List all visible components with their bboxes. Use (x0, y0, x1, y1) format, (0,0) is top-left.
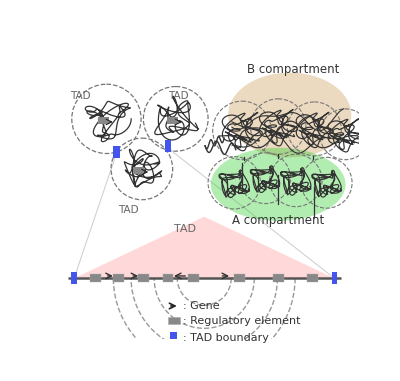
FancyBboxPatch shape (138, 274, 149, 282)
FancyBboxPatch shape (113, 146, 120, 158)
Polygon shape (74, 217, 334, 278)
FancyBboxPatch shape (234, 274, 245, 282)
FancyBboxPatch shape (133, 167, 144, 174)
Text: TAD: TAD (118, 205, 138, 215)
FancyBboxPatch shape (273, 274, 284, 282)
FancyBboxPatch shape (188, 274, 199, 282)
Text: A compartment: A compartment (232, 214, 324, 227)
FancyBboxPatch shape (308, 274, 318, 282)
Text: #b87820: #b87820 (297, 60, 304, 61)
FancyBboxPatch shape (167, 117, 178, 124)
Ellipse shape (228, 73, 351, 157)
FancyBboxPatch shape (170, 332, 176, 343)
Text: : TAD boundary: : TAD boundary (183, 333, 268, 343)
Text: B compartment: B compartment (247, 62, 340, 76)
FancyBboxPatch shape (165, 140, 171, 152)
FancyBboxPatch shape (98, 117, 109, 124)
Ellipse shape (211, 148, 346, 221)
Text: TAD: TAD (168, 91, 189, 101)
Text: : Regulatory element: : Regulatory element (183, 315, 300, 326)
FancyBboxPatch shape (113, 274, 124, 282)
FancyBboxPatch shape (72, 272, 77, 285)
FancyBboxPatch shape (168, 317, 180, 325)
FancyBboxPatch shape (90, 274, 101, 282)
Text: TAD: TAD (174, 224, 196, 234)
FancyBboxPatch shape (332, 272, 337, 285)
FancyBboxPatch shape (163, 274, 174, 282)
Text: : Gene: : Gene (183, 301, 219, 311)
Text: TAD: TAD (70, 91, 91, 101)
